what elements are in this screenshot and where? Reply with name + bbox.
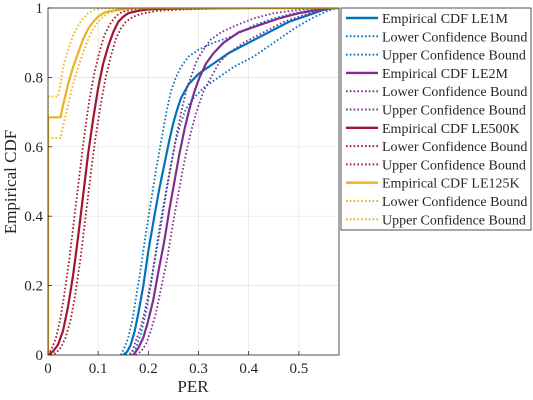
legend-box bbox=[340, 7, 532, 231]
legend-label-4: Lower Confidence Bound bbox=[382, 85, 527, 100]
legend-label-3: Empirical CDF LE2M bbox=[382, 67, 509, 82]
legend: Empirical CDF LE1M Lower Confidence Bound… bbox=[340, 7, 532, 231]
x-tick-layer: 0 0.1 0.2 0.3 0.4 0.5 bbox=[44, 351, 308, 377]
y-tick-label-4: 0.8 bbox=[24, 70, 43, 86]
legend-label-0: Empirical CDF LE1M bbox=[382, 12, 509, 27]
y-tick-label-1: 0.2 bbox=[24, 279, 43, 295]
series-line-1 bbox=[125, 8, 337, 355]
legend-items: Empirical CDF LE1M Lower Confidence Bound… bbox=[346, 12, 527, 228]
series-line-2 bbox=[119, 8, 332, 355]
legend-label-8: Upper Confidence Bound bbox=[382, 158, 526, 173]
series-line-0 bbox=[122, 8, 335, 355]
x-tick-label-5: 0.5 bbox=[289, 361, 308, 377]
y-tick-label-0: 0 bbox=[36, 348, 44, 364]
axes-box bbox=[47, 7, 340, 356]
x-tick-label-0: 0 bbox=[44, 361, 52, 377]
y-tick-label-3: 0.6 bbox=[24, 140, 43, 156]
x-axis-label: PER bbox=[177, 377, 209, 396]
series-line-4 bbox=[135, 8, 335, 355]
legend-label-6: Empirical CDF LE500K bbox=[382, 122, 520, 137]
series-line-8 bbox=[48, 8, 339, 355]
x-tick-label-4: 0.4 bbox=[239, 361, 258, 377]
x-tick-label-2: 0.2 bbox=[139, 361, 158, 377]
axes-background bbox=[48, 8, 339, 355]
legend-label-7: Lower Confidence Bound bbox=[382, 140, 527, 155]
y-axis-label: Empirical CDF bbox=[1, 130, 20, 234]
plot-area: 0 0.1 0.2 0.3 0.4 0.5 0 0.2 0.4 0.6 0.8 1 bbox=[24, 1, 340, 377]
x-tick-label-3: 0.3 bbox=[189, 361, 208, 377]
y-tick-layer: 0 0.2 0.4 0.6 0.8 1 bbox=[24, 1, 52, 364]
y-tick-label-2: 0.4 bbox=[24, 209, 43, 225]
legend-label-9: Empirical CDF LE125K bbox=[382, 177, 520, 192]
legend-label-5: Upper Confidence Bound bbox=[382, 104, 526, 119]
legend-label-10: Lower Confidence Bound bbox=[382, 195, 527, 210]
x-tick-label-1: 0.1 bbox=[89, 361, 108, 377]
grid-layer bbox=[47, 7, 339, 356]
legend-label-11: Upper Confidence Bound bbox=[382, 213, 526, 228]
series-line-11 bbox=[48, 8, 339, 355]
series-line-3 bbox=[132, 8, 337, 355]
y-tick-label-5: 1 bbox=[36, 1, 44, 17]
series-line-10 bbox=[48, 8, 339, 355]
legend-label-1: Lower Confidence Bound bbox=[382, 30, 527, 45]
legend-label-2: Upper Confidence Bound bbox=[382, 49, 526, 64]
